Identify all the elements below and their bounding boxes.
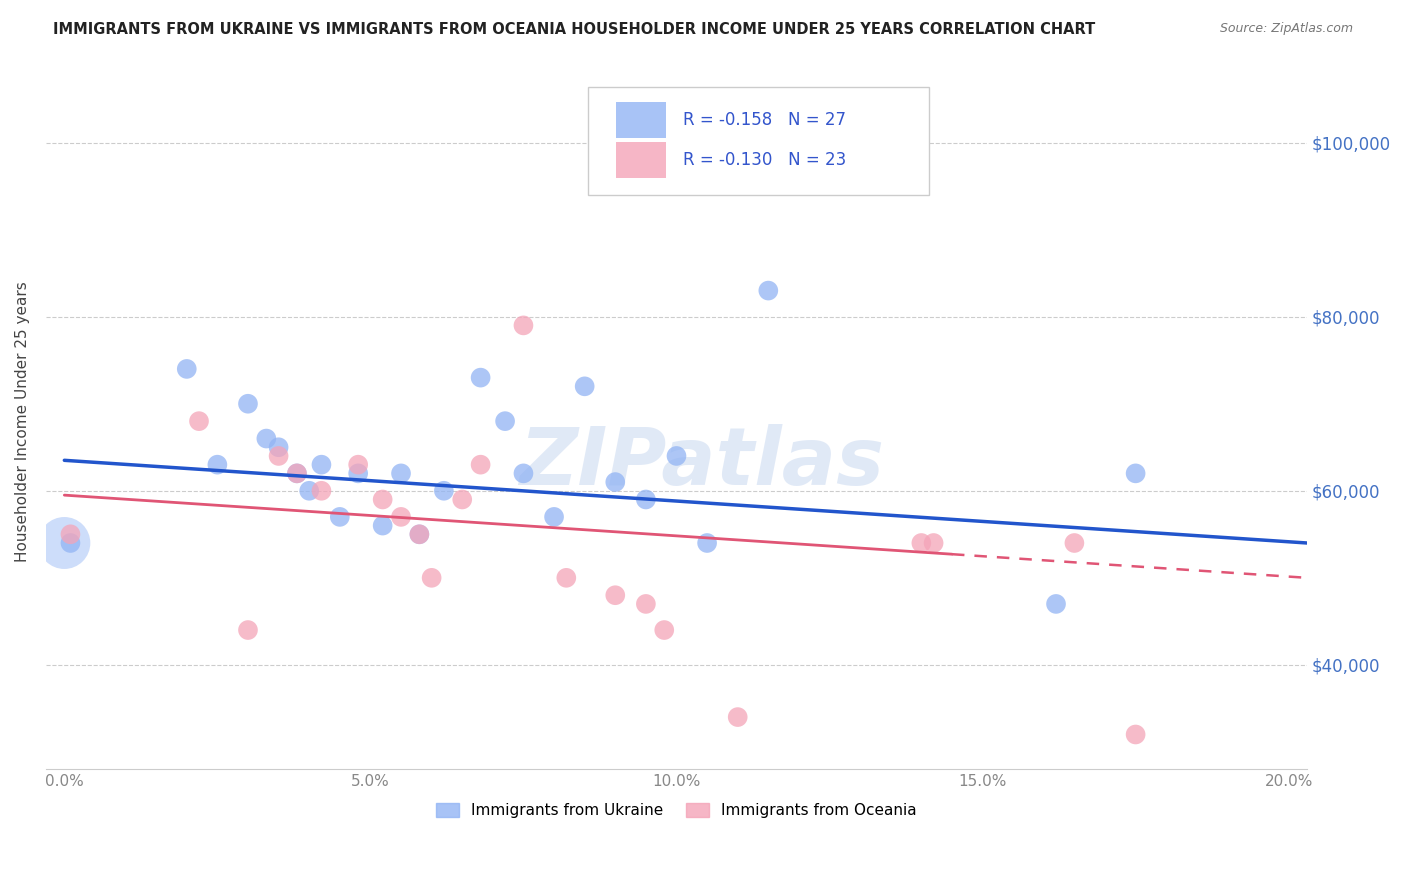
Point [311,458,333,472]
Point [605,475,627,489]
Point [347,458,370,472]
Y-axis label: Householder Income Under 25 years: Householder Income Under 25 years [15,281,30,562]
Point [756,284,779,298]
Point [494,414,516,428]
Point [555,571,578,585]
Point [634,492,657,507]
Point [574,379,596,393]
Point [236,397,259,411]
Legend: Immigrants from Ukraine, Immigrants from Oceania: Immigrants from Ukraine, Immigrants from… [430,797,924,824]
Point [433,483,456,498]
Point [727,710,749,724]
Point [1045,597,1067,611]
FancyBboxPatch shape [588,87,929,194]
Point [254,432,277,446]
Point [665,449,688,463]
Text: R = -0.130   N = 23: R = -0.130 N = 23 [683,151,846,169]
Point [451,492,474,507]
Point [420,571,443,585]
Point [470,370,492,384]
Point [408,527,430,541]
Bar [616,103,666,138]
Point [59,527,82,541]
Point [512,318,534,333]
Point [652,623,675,637]
Point [389,509,412,524]
Point [285,467,308,481]
Bar [616,142,666,178]
Point [188,414,211,428]
Text: R = -0.158   N = 27: R = -0.158 N = 27 [683,112,846,129]
Point [910,536,932,550]
Point [408,527,430,541]
Point [298,483,321,498]
Point [236,623,259,637]
Point [329,509,352,524]
Point [512,467,534,481]
Point [634,597,657,611]
Point [176,362,198,376]
Point [207,458,229,472]
Text: Source: ZipAtlas.com: Source: ZipAtlas.com [1219,22,1353,36]
Point [1063,536,1085,550]
Point [267,449,290,463]
Point [59,536,82,550]
Point [53,536,76,550]
Point [1125,727,1147,741]
Point [605,588,627,602]
Point [696,536,718,550]
Point [1125,467,1147,481]
Point [285,467,308,481]
Text: ZIPatlas: ZIPatlas [519,424,884,502]
Point [311,483,333,498]
Point [371,492,394,507]
Point [347,467,370,481]
Text: IMMIGRANTS FROM UKRAINE VS IMMIGRANTS FROM OCEANIA HOUSEHOLDER INCOME UNDER 25 Y: IMMIGRANTS FROM UKRAINE VS IMMIGRANTS FR… [53,22,1095,37]
Point [371,518,394,533]
Point [267,440,290,454]
Point [922,536,945,550]
Point [543,509,565,524]
Point [389,467,412,481]
Point [470,458,492,472]
